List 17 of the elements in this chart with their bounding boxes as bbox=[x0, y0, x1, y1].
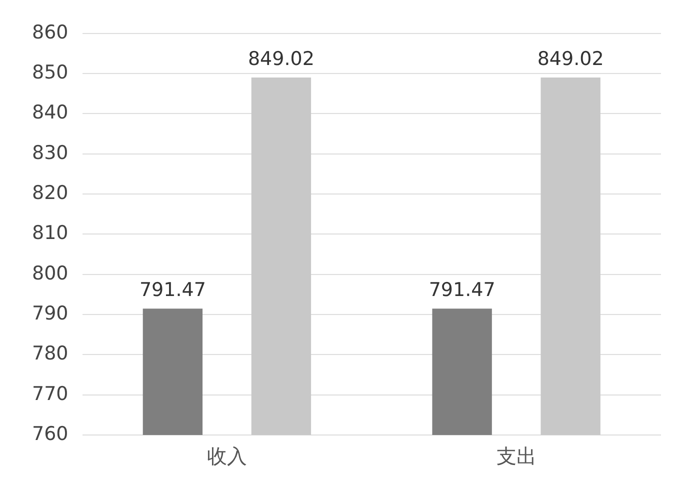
x-tick-label: 收入 bbox=[206, 444, 247, 468]
y-tick-label: 770 bbox=[32, 382, 68, 405]
data-label: 849.02 bbox=[248, 48, 314, 70]
y-tick-label: 820 bbox=[32, 182, 68, 204]
y-tick-label: 780 bbox=[32, 342, 68, 365]
x-tick-label: 支出 bbox=[496, 444, 536, 468]
y-tick-label: 790 bbox=[32, 302, 68, 324]
data-label: 849.02 bbox=[537, 48, 604, 70]
y-tick-label: 810 bbox=[32, 222, 68, 244]
y-tick-label: 860 bbox=[32, 21, 68, 44]
data-label: 791.47 bbox=[428, 279, 496, 302]
y-tick-label: 850 bbox=[32, 61, 68, 84]
y-tick-label: 800 bbox=[32, 262, 68, 284]
y-tick-label: 840 bbox=[32, 102, 68, 124]
y-tick-label: 830 bbox=[32, 142, 68, 164]
y-tick-label: 760 bbox=[32, 422, 68, 445]
data-label: 791.47 bbox=[139, 279, 206, 302]
